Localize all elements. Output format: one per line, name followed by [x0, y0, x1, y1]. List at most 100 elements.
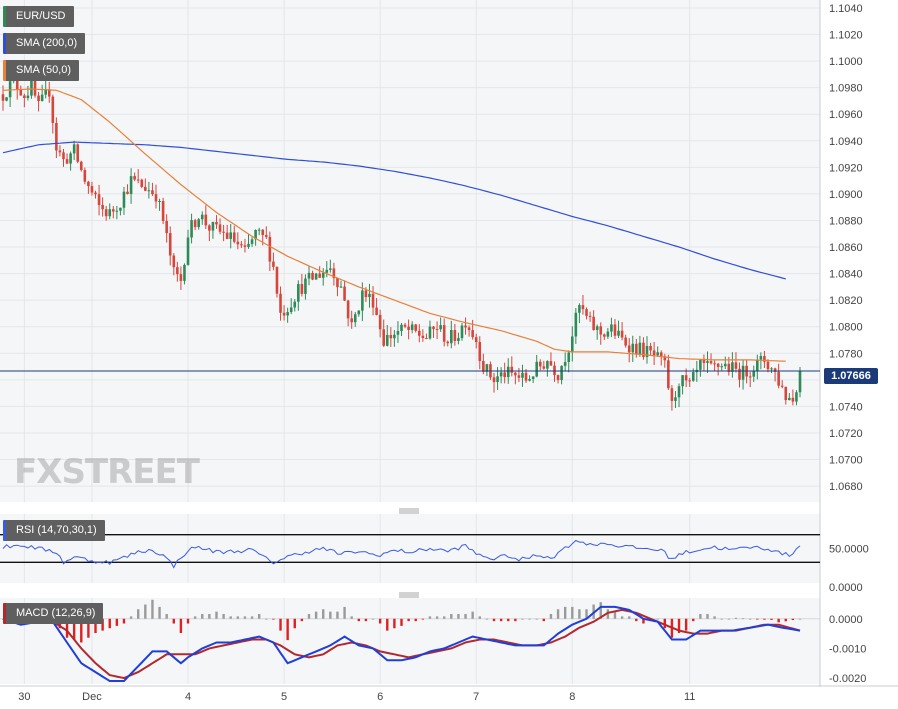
candle-body [72, 144, 76, 154]
macd-histogram-bar [492, 618, 496, 622]
candle-body [396, 331, 400, 335]
macd-histogram-bar [450, 614, 453, 619]
candle-body [457, 338, 460, 341]
macd-histogram-bar [329, 611, 332, 619]
candle-body [482, 361, 485, 372]
candle-body [83, 170, 87, 182]
candle-body [368, 293, 371, 298]
macd-histogram-bar [322, 609, 325, 619]
candle-body [69, 153, 72, 164]
macd-histogram-bar [585, 609, 588, 619]
candle-body [638, 342, 642, 355]
macd-histogram-bar [393, 618, 396, 629]
last-price-label: 1.07666 [831, 370, 871, 382]
candle-body [65, 159, 69, 164]
candle-body [467, 327, 471, 331]
candle-body [62, 152, 65, 160]
macd-histogram-bar [556, 609, 560, 619]
candle-body [94, 192, 97, 195]
x-tick-label: 4 [185, 691, 191, 703]
candle-body [172, 255, 176, 268]
candle-body [784, 386, 788, 401]
macd-histogram-bar [144, 604, 147, 619]
candle-body [478, 342, 482, 362]
candle-body [570, 336, 574, 353]
candle-body [748, 376, 752, 378]
macd-histogram-bar [677, 618, 681, 633]
macd-histogram-bar [713, 616, 716, 619]
candle-body [439, 325, 442, 330]
candle-body [250, 239, 254, 244]
macd-histogram-bar [314, 611, 318, 619]
candle-body [257, 229, 261, 231]
candle-body [588, 315, 592, 317]
candle-body [225, 232, 229, 239]
candle-body [161, 201, 165, 221]
x-tick-label: 7 [473, 691, 479, 703]
candle-body [311, 272, 314, 280]
legend-macd[interactable]: MACD (12,26,9) [3, 603, 104, 624]
candle-body [47, 89, 51, 97]
candle-body [154, 194, 158, 202]
macd-histogram-bar [656, 618, 659, 620]
candle-body [791, 397, 795, 402]
candle-body [474, 337, 478, 343]
candle-body [229, 232, 233, 239]
candle-body [97, 194, 101, 206]
legend-sma50[interactable]: SMA (50,0) [3, 60, 80, 81]
candle-body [286, 312, 289, 316]
candle-body [756, 359, 759, 372]
price-tick-label: 1.1000 [829, 56, 863, 68]
candle-body [407, 326, 410, 330]
candle-body [378, 314, 382, 330]
candle-body [353, 314, 357, 323]
legend-sma200[interactable]: SMA (200,0) [3, 33, 86, 54]
candle-body [336, 278, 339, 288]
candle-body [524, 372, 528, 381]
macd-histogram-bar [122, 618, 126, 624]
candle-body [357, 310, 361, 315]
x-tick-label: 8 [569, 691, 575, 703]
legend-symbol[interactable]: EUR/USD [3, 6, 74, 27]
candle-body [282, 312, 286, 316]
macd-histogram-bar [727, 618, 731, 620]
macd-histogram-bar [272, 618, 275, 620]
candle-body [667, 360, 670, 389]
candle-body [770, 368, 773, 370]
watermark-text: FXSTREET [14, 452, 200, 492]
candle-body [343, 286, 346, 301]
candle-body [713, 363, 716, 365]
candle-body [610, 324, 613, 332]
candle-body [528, 378, 531, 381]
price-tick-label: 1.0920 [829, 162, 863, 174]
candle-body [136, 179, 140, 181]
x-tick-label: 5 [281, 691, 287, 703]
candle-body [645, 346, 649, 358]
candle-body [681, 375, 684, 387]
legend-sma50-label: SMA (50,0) [16, 64, 72, 76]
rsi-line [2, 539, 801, 569]
macd-histogram-bar [784, 618, 787, 622]
macd-tick-label: -0.0020 [829, 673, 866, 685]
candle-body [709, 361, 713, 364]
candle-body [560, 365, 563, 381]
candle-body [318, 273, 321, 278]
macd-histogram-bar [151, 599, 154, 619]
candle-body [321, 272, 325, 278]
macd-histogram-bar [457, 614, 460, 619]
candle-body [325, 269, 329, 273]
candle-body [382, 329, 386, 346]
candle-body [122, 191, 126, 208]
candle-body [553, 365, 556, 376]
candle-body [780, 385, 784, 387]
price-tick-label: 1.0780 [829, 348, 863, 360]
rsi-pane [0, 514, 820, 583]
macd-histogram-bar [179, 618, 183, 633]
candle-body [151, 190, 154, 195]
macd-histogram-bar [236, 616, 240, 619]
macd-histogram-bar [108, 618, 111, 629]
candle-body [393, 334, 396, 339]
legend-rsi[interactable]: RSI (14,70,30,1) [3, 520, 105, 541]
macd-histogram-bar [542, 618, 546, 622]
